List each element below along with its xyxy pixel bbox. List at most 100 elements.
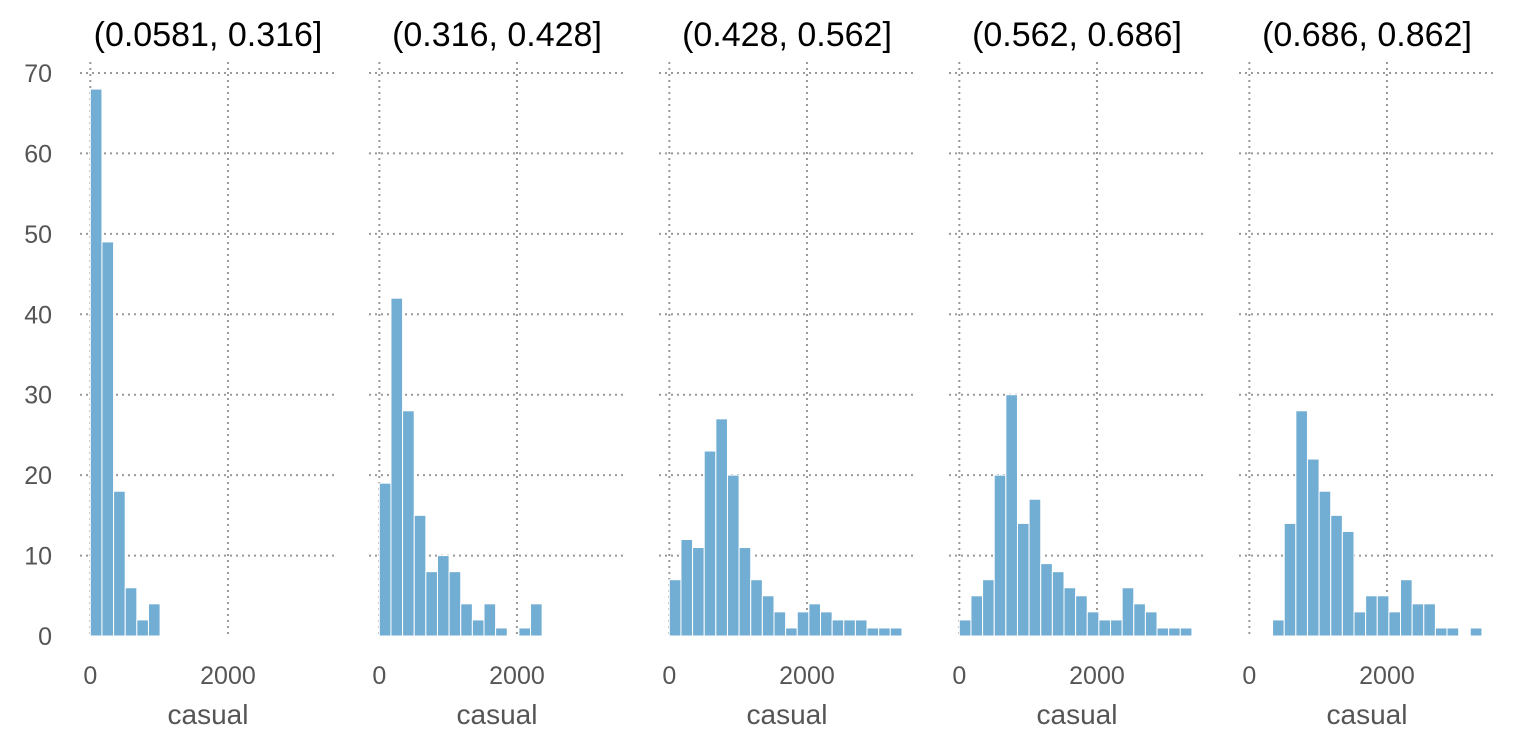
x-tick-label: 0 [662,662,676,690]
histogram-bar [831,619,845,637]
histogram-bar [1063,587,1077,637]
y-tick-label: 70 [24,60,52,88]
histogram-bar [1469,627,1483,637]
histogram-bar [530,603,543,637]
x-tick-label: 0 [372,662,386,690]
histogram-bar [726,474,740,637]
histogram-bar [390,297,404,637]
histogram-bar [796,611,810,637]
histogram-bar [703,450,717,637]
histogram-bar [692,547,705,637]
histogram-bar [808,603,822,637]
histogram-bar [1411,603,1425,637]
histogram-bar [471,619,485,637]
histogram-bar [1306,458,1320,637]
histogram-bar [680,538,694,637]
x-tick-label: 2000 [489,662,545,690]
histogram-bar [1283,522,1297,637]
x-axis-label: casual [1037,699,1118,730]
histogram-bar [89,88,103,637]
histogram-bar [147,603,161,637]
histogram-bar [1133,603,1146,637]
y-tick-label: 30 [24,382,52,410]
histogram-bar [436,555,450,637]
histogram-bar [101,241,115,637]
histogram-bar [1121,587,1135,637]
x-axis-label: casual [1327,699,1408,730]
x-tick-label: 2000 [1069,662,1125,690]
x-tick-label: 0 [83,662,97,690]
panel-title: (0.428, 0.562] [682,16,892,54]
panel-title: (0.562, 0.686] [972,16,1182,54]
histogram-bar [413,514,427,637]
histogram-bar [518,627,532,637]
histogram-bar [1168,627,1181,637]
histogram-bar [1446,627,1460,637]
y-tick-label: 40 [24,301,52,329]
histogram-bar [113,490,126,637]
histogram-bar [866,627,880,637]
histogram-bar [1434,627,1448,637]
facet-panel-3: (0.428, 0.562] 0 2000 casual [659,16,915,730]
x-tick-label: 0 [1242,662,1256,690]
histogram-bar [970,595,984,637]
histogram-bar [1110,619,1123,637]
histogram-bar [1376,595,1390,637]
y-tick-label: 50 [24,221,52,249]
histogram-bar [1005,394,1018,637]
panel-title: (0.686, 0.862] [1262,16,1472,54]
histogram-bar [668,579,682,637]
x-tick-label: 2000 [779,662,835,690]
y-tick-label: 0 [38,623,52,651]
histogram-bar [1423,603,1436,637]
histogram-bar [1179,627,1193,637]
histogram-bar [1365,595,1378,637]
histogram-bar [495,627,508,637]
histogram-bar [820,611,833,637]
histogram-bar [715,418,728,637]
histogram-bar [761,595,775,637]
histogram-bar [1341,530,1355,637]
histogram-bar [136,619,149,637]
histogram-bar [1400,579,1413,637]
histogram-bar [1330,514,1343,637]
histogram-bar [738,547,752,637]
histogram-bar [1318,490,1332,637]
histogram-bar [958,619,972,637]
x-tick-label: 0 [952,662,966,690]
facet-panel-2: (0.316, 0.428] 0 2000 casual [369,16,625,730]
histogram-bar [378,482,392,637]
panel-title: (0.0581, 0.316] [94,16,323,54]
x-axis-label: casual [457,699,538,730]
y-tick-label: 20 [24,462,52,490]
histogram-bar [448,571,462,637]
histogram-bar [1295,410,1308,637]
facet-panel-5: (0.686, 0.862] 0 2000 casual [1239,16,1495,730]
histogram-bar [1156,627,1170,637]
histogram-bar [993,474,1007,637]
facet-panel-4: (0.562, 0.686] 0 2000 casual [949,16,1205,730]
y-tick-label: 10 [24,543,52,571]
histogram-bar [1028,498,1042,637]
histogram-bar [1098,619,1112,637]
histogram-bar [402,410,415,637]
histogram-bar [1040,563,1053,637]
histogram-bar [785,627,798,637]
facet-panel-1: (0.0581, 0.316] 0 2000 casual [80,16,336,730]
histogram-bar [483,603,497,637]
histogram-bar [1388,611,1402,637]
histogram-bar [1016,522,1030,637]
histogram-bar [425,571,438,637]
histogram-bar [124,587,138,637]
histogram-bar [1075,595,1088,637]
x-axis-label: casual [747,699,828,730]
histogram-bar [982,579,995,637]
x-tick-label: 2000 [200,662,256,690]
histogram-bar [1353,611,1367,637]
histogram-bar [1051,571,1065,637]
histogram-bar [1144,611,1158,637]
histogram-bar [460,603,473,637]
histogram-bar [889,627,903,637]
histogram-bar [750,579,763,637]
